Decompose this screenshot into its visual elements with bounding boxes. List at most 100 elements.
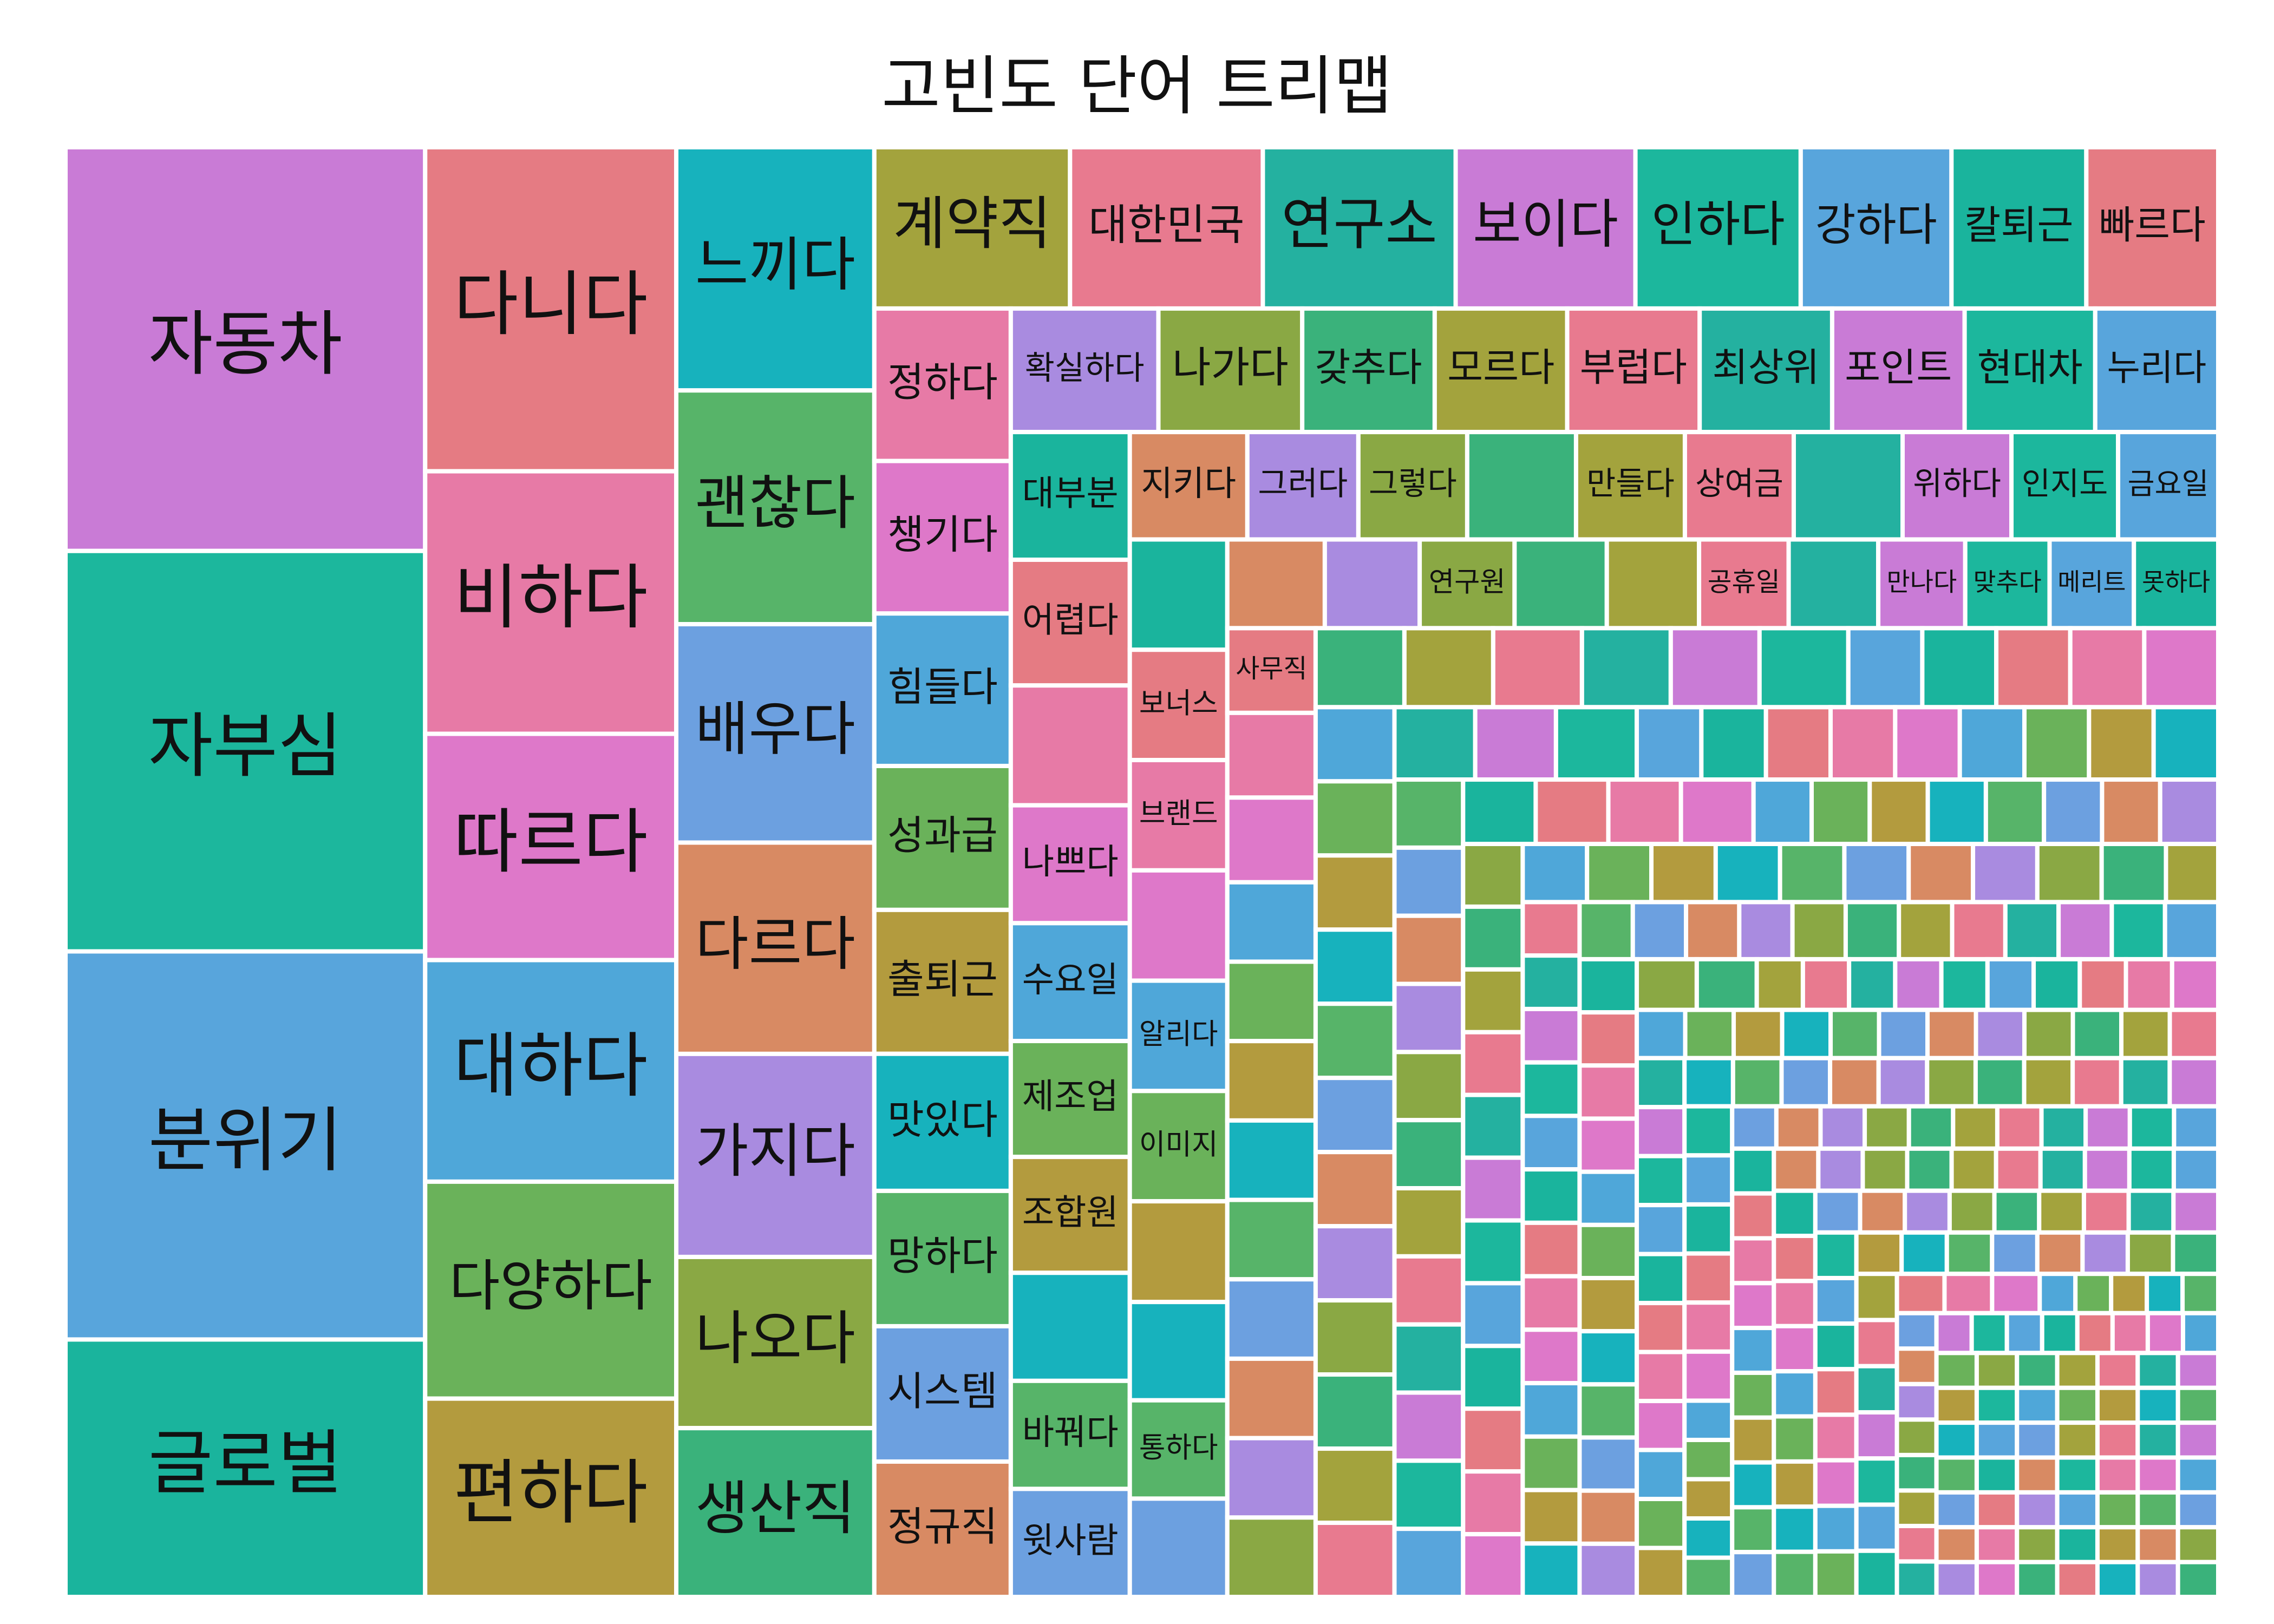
- tile: [1573, 430, 1687, 542]
- tile: [1635, 957, 1699, 1012]
- tile: [1682, 1202, 1735, 1256]
- tile: [1813, 1367, 1859, 1417]
- tile: [1772, 1146, 1821, 1193]
- tile: [1127, 1496, 1230, 1599]
- tile: [872, 763, 1013, 912]
- tile: [1949, 1146, 1998, 1193]
- tile-label: 최상위: [1712, 345, 1819, 390]
- tile-label: 공휴일: [1708, 567, 1780, 597]
- tile: [1245, 430, 1361, 542]
- tile: [1461, 1344, 1525, 1411]
- tile: [1577, 1275, 1639, 1334]
- tile-label: 따르다: [454, 801, 648, 883]
- tile: [1860, 1146, 1910, 1193]
- tile: [1313, 853, 1397, 932]
- tile: [1772, 1369, 1818, 1419]
- tile: [1579, 626, 1673, 710]
- tile: [1635, 1252, 1687, 1306]
- tile-label: 인하다: [1651, 197, 1785, 253]
- tile: [1225, 1515, 1318, 1600]
- tile: [1008, 803, 1132, 926]
- tile: [2170, 957, 2221, 1012]
- tile: [1392, 1254, 1466, 1327]
- tile: [1854, 1272, 1899, 1322]
- tile: [1763, 705, 1833, 782]
- tile: [2055, 1420, 2100, 1460]
- tile: [1974, 1455, 2020, 1495]
- tile: [2164, 842, 2220, 905]
- tile: [1906, 842, 1976, 905]
- tile: [2167, 1007, 2220, 1060]
- tile: [1813, 1321, 1859, 1372]
- tile-label: 생산직: [695, 1475, 855, 1542]
- tile: [1730, 1460, 1776, 1510]
- tile-label: 부럽다: [1580, 345, 1687, 390]
- tile: [1934, 1385, 1979, 1425]
- tile: [1533, 777, 1611, 847]
- tile: [1520, 900, 1582, 958]
- tile: [1813, 1503, 1859, 1554]
- tile: [423, 958, 679, 1184]
- tile: [1854, 1318, 1899, 1368]
- tile: [1992, 1188, 2042, 1235]
- tile: [1682, 1251, 1735, 1305]
- tile: [2127, 1146, 2176, 1193]
- tile: [1225, 1039, 1318, 1123]
- tile: [1402, 626, 1495, 710]
- tile-label: 인지도: [2022, 465, 2108, 502]
- tile: [2142, 626, 2221, 710]
- tile-label: 편하다: [454, 1451, 648, 1534]
- tile: [2095, 1455, 2140, 1495]
- tile: [872, 145, 1073, 311]
- tile: [1635, 1154, 1687, 1208]
- tile: [1008, 1155, 1132, 1275]
- tile: [2175, 1420, 2221, 1460]
- tile: [1520, 1167, 1582, 1225]
- tile: [2015, 1351, 2060, 1390]
- tile: [1682, 1398, 1735, 1442]
- tile-label: 확실하다: [1025, 350, 1145, 388]
- tile: [1682, 1300, 1735, 1354]
- tile: [2015, 1525, 2060, 1564]
- tile: [1774, 1104, 1823, 1151]
- tile: [1473, 705, 1558, 782]
- tile-label: 대하다: [454, 1025, 648, 1107]
- tile: [1730, 1146, 1776, 1196]
- tile: [2035, 1230, 2085, 1276]
- tile: [2015, 1455, 2060, 1495]
- tile: [1684, 900, 1742, 961]
- tile: [1682, 1477, 1735, 1521]
- tile: [1983, 777, 2047, 847]
- tile-label: 연구원: [1429, 566, 1506, 598]
- tile: [2081, 1188, 2131, 1235]
- tile: [2055, 1351, 2100, 1390]
- tile: [1894, 1559, 1939, 1600]
- tile: [1392, 1118, 1466, 1191]
- tile-label: 어렵다: [1022, 600, 1119, 641]
- tile: [2037, 1272, 2078, 1315]
- tile: [1461, 904, 1525, 972]
- tile: [1858, 1188, 1907, 1235]
- tile: [2031, 957, 2082, 1012]
- tile-label: 금요일: [2128, 467, 2209, 501]
- tile: [2073, 1272, 2114, 1315]
- tile: [1894, 1488, 1939, 1528]
- tile-label: 브랜드: [1139, 797, 1218, 830]
- tile: [2135, 1351, 2180, 1390]
- tile: [2047, 537, 2136, 631]
- tile: [2077, 957, 2128, 1012]
- tile: [1260, 145, 1458, 311]
- tile: [1813, 1275, 1859, 1326]
- tile: [2175, 1560, 2221, 1599]
- tile: [1461, 842, 1525, 909]
- tile-label: 윗사람: [1022, 1521, 1119, 1561]
- tile: [1606, 777, 1683, 847]
- tile: [1951, 1104, 1999, 1151]
- tile-label: 느끼다: [695, 231, 855, 299]
- tile: [1934, 1311, 1974, 1355]
- tile: [1854, 1364, 1899, 1415]
- tile: [2087, 705, 2156, 782]
- tile: [2080, 1230, 2130, 1276]
- tile: [1854, 1548, 1899, 1600]
- tile: [1730, 1370, 1776, 1420]
